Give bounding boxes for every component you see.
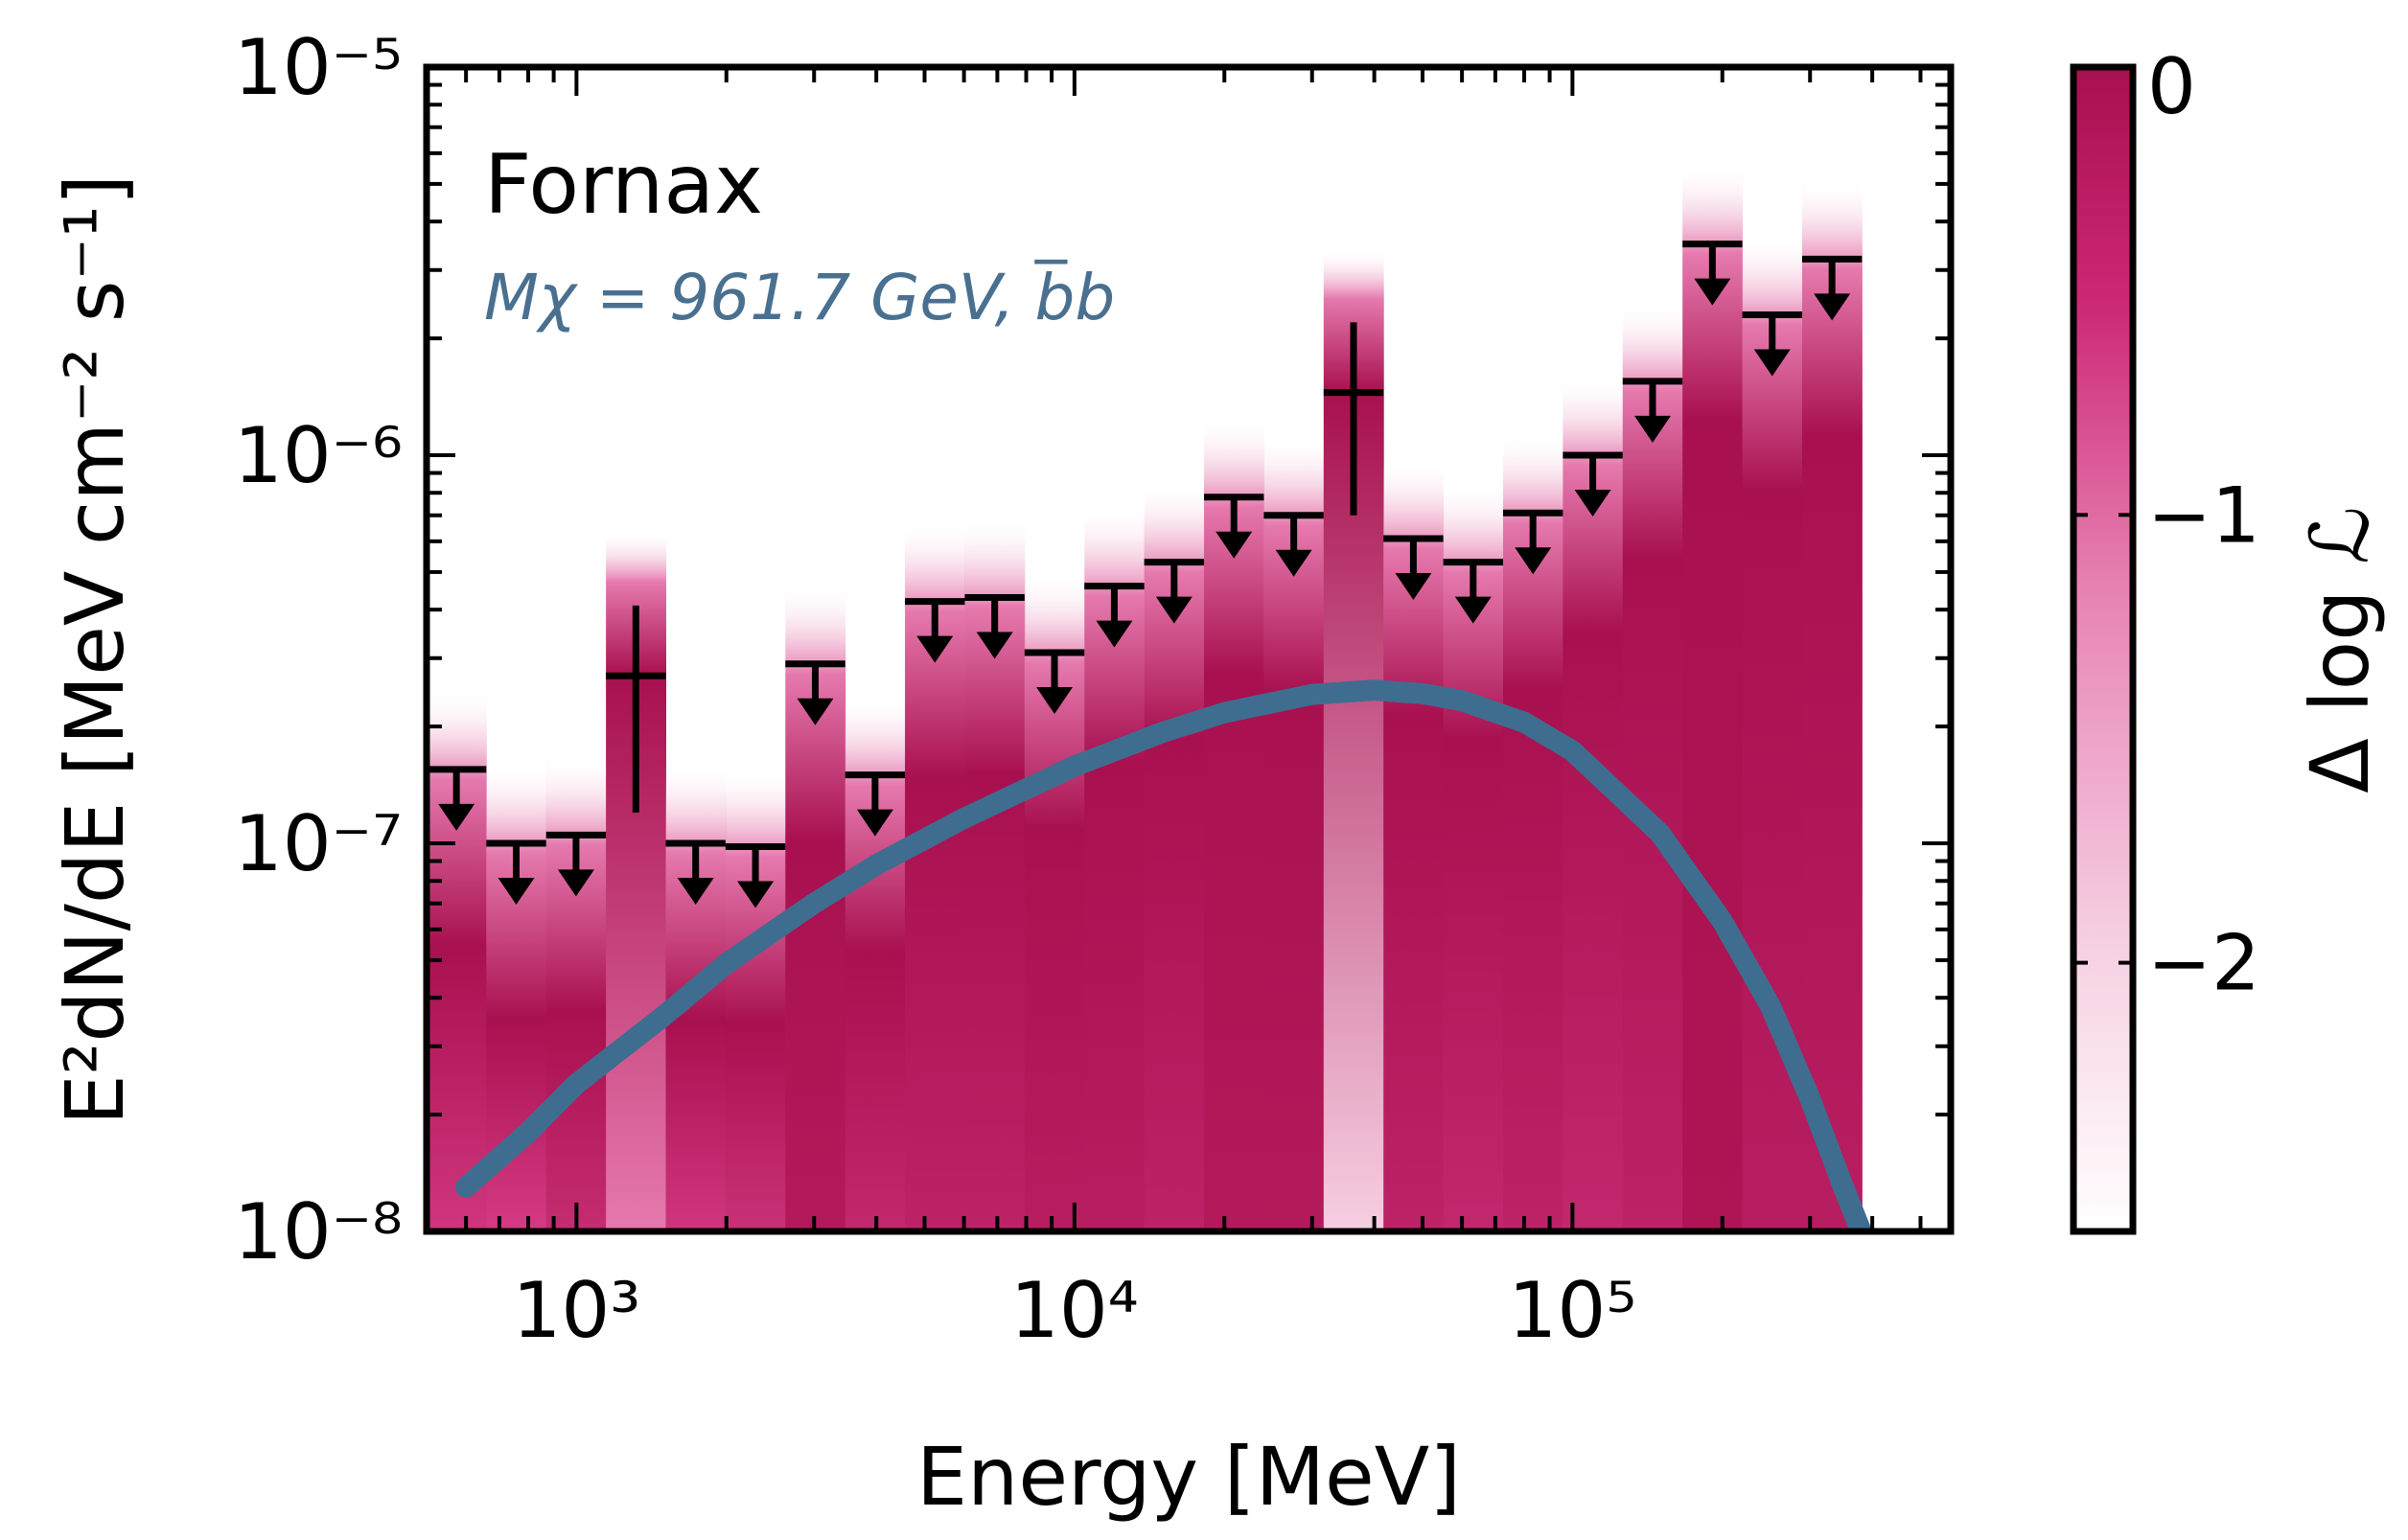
upper-limit-arrow: [1515, 547, 1552, 575]
upper-limit-arrow: [677, 878, 714, 905]
upper-limit: [545, 831, 607, 897]
upper-limit: [1622, 378, 1683, 443]
y-tick-label: 10⁻⁶: [234, 411, 403, 500]
y-tick-label: 10⁻⁵: [234, 23, 403, 112]
x-tick-label: 10⁵: [1508, 1266, 1636, 1355]
upper-limit: [905, 598, 965, 663]
upper-limit: [1144, 559, 1205, 624]
upper-limit-arrow: [1096, 620, 1133, 648]
target-label: Fornax: [484, 137, 763, 233]
upper-limit-arrow: [916, 635, 954, 663]
x-axis-title: Energy [MeV]: [916, 1430, 1461, 1524]
colorbar-ticks: 0 −1 −2: [2073, 42, 2260, 1008]
upper-limit: [486, 839, 546, 905]
upper-limit: [1383, 535, 1444, 600]
colorbar-title: Δ log ℒ: [2293, 506, 2387, 793]
data-points: [427, 241, 1863, 908]
y-tick-label: 10⁻⁸: [234, 1187, 403, 1276]
upper-limit: [964, 593, 1025, 659]
upper-limit: [665, 839, 726, 905]
upper-limit-arrow: [1694, 278, 1731, 306]
likelihood-bin: [725, 767, 786, 1231]
colorbar-tick-label: −1: [2147, 471, 2260, 560]
likelihood-bin: [545, 755, 607, 1231]
likelihood-bin: [1682, 164, 1744, 1231]
colorbar-tick-label: −2: [2147, 919, 2260, 1008]
y-axis-title: E²dN/dE [MeV cm⁻² s⁻¹]: [48, 174, 142, 1126]
likelihood-bin: [1622, 302, 1683, 1231]
upper-limit-arrow: [1395, 572, 1432, 600]
upper-limit-arrow: [1574, 490, 1611, 517]
upper-limit: [725, 843, 786, 908]
plot-frame: [423, 63, 1955, 1235]
upper-limit-arrow: [1454, 596, 1492, 624]
upper-limit-arrow: [856, 809, 893, 837]
upper-limit: [1024, 649, 1085, 714]
upper-limit-arrow: [1633, 415, 1671, 443]
upper-limit-arrow: [438, 803, 475, 831]
upper-limit: [1263, 512, 1324, 577]
upper-limit-arrow: [797, 698, 834, 725]
model-curve-group: [455, 679, 1872, 1231]
upper-limit: [1801, 255, 1863, 321]
axis-ticks: 10³ 10⁴ 10⁵ 10⁻⁸ 10⁻⁷ 10⁻⁶ 10⁻⁵: [234, 23, 1951, 1355]
upper-limit: [1502, 509, 1563, 575]
upper-limit-arrow: [976, 632, 1013, 659]
colorbar: [2070, 63, 2137, 1235]
x-tick-label: 10⁴: [1010, 1266, 1139, 1355]
upper-limit-arrow: [737, 881, 775, 908]
upper-limit: [1084, 583, 1145, 648]
likelihood-bin: [1801, 179, 1863, 1231]
upper-limit: [785, 660, 845, 725]
upper-limit-arrow: [1275, 549, 1312, 577]
model-spectrum-line: [455, 679, 1872, 1231]
upper-limit: [1204, 494, 1264, 559]
upper-limit: [1682, 241, 1743, 306]
upper-limit-arrow: [1753, 349, 1791, 377]
upper-limit: [1742, 311, 1802, 377]
model-label: Mχ = 961.7 GeV, b̅b: [484, 260, 1115, 334]
x-tick-label: 10³: [512, 1266, 640, 1355]
detection-point: [606, 605, 666, 813]
upper-limit-arrow: [557, 869, 594, 897]
detection-point: [1323, 322, 1384, 516]
upper-limit-arrow: [498, 878, 535, 905]
upper-limit-arrow: [1155, 596, 1192, 624]
upper-limit: [1563, 451, 1623, 517]
upper-limit-arrow: [1814, 293, 1851, 321]
y-tick-label: 10⁻⁷: [234, 799, 403, 888]
upper-limit: [1443, 559, 1503, 624]
upper-limit-arrow: [1036, 686, 1074, 714]
colorbar-tick-label: 0: [2147, 42, 2196, 131]
upper-limit-arrow: [1216, 531, 1253, 559]
upper-limit: [845, 771, 906, 837]
upper-limit: [427, 766, 487, 831]
